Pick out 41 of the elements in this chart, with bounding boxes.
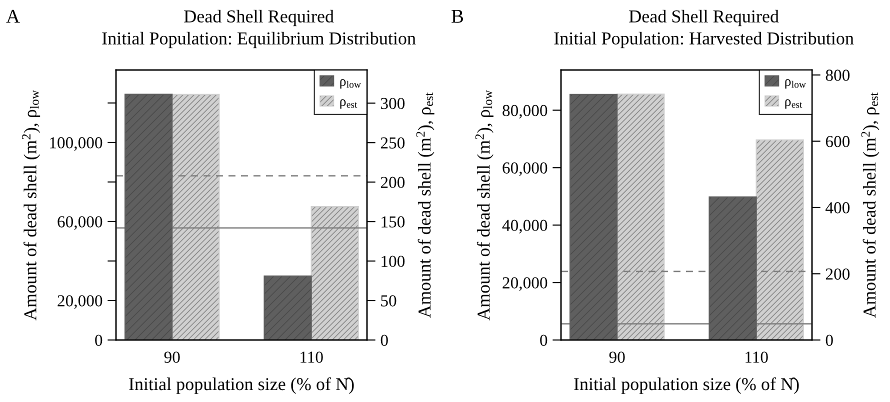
y2-tick-label: 0 [380, 334, 388, 346]
chart-title: Dead Shell Required [184, 10, 334, 26]
y2-tick-label: 200 [380, 176, 405, 188]
y2-axis-title: Amount of dead shell (m$^{2}$), ρ$_{est}$ [861, 92, 880, 318]
y2-tick-label: 100 [382, 256, 405, 267]
y-tick-label: 20,000 [502, 277, 548, 291]
text: B [452, 10, 464, 23]
legend-label: ρ$_{est}$ [785, 99, 802, 109]
chart-title: Dead Shell Required [629, 10, 779, 26]
x-tick-label: 90 [164, 352, 180, 363]
y-tick-label: 40,000 [502, 220, 548, 234]
x-tick-label: 110 [746, 352, 768, 363]
y2-tick-label: 200 [826, 268, 850, 280]
y-tick-label: 100,000 [50, 137, 102, 151]
y-tick-label: 20,000 [58, 295, 102, 309]
chart-subtitle: Initial Population: Harvested Distribution [554, 32, 854, 48]
legend-label: ρ$_{low}$ [785, 79, 806, 89]
y2-tick-label: 600 [826, 136, 850, 148]
y2-axis-title: Amount of dead shell (m$^{2}$), ρ$_{est}$ [416, 92, 434, 318]
x-tick-label: 110 [300, 352, 323, 363]
chart-subtitle: Initial Population: Equilibrium Distribution [102, 32, 416, 48]
y2-tick-label: 300 [380, 98, 405, 110]
y-axis-title: Amount of dead shell (m$^{2}$), ρ$_{low}$ [475, 90, 494, 320]
y-tick-label: 60,000 [502, 162, 548, 176]
y-tick-label: 0 [95, 334, 102, 346]
x-axis-title: Initial population size (% of N̂) [574, 377, 799, 394]
y2-tick-label: 400 [826, 202, 850, 214]
y2-tick-label: 50 [381, 295, 396, 306]
x-tick-label: 90 [609, 352, 625, 363]
legend-label: ρ$_{low}$ [340, 79, 361, 89]
y-axis-title: Amount of dead shell (m$^{2}$), ρ$_{low}$ [22, 90, 40, 320]
x-axis-title: Initial population size (% of N̂) [129, 377, 354, 394]
y2-tick-label: 800 [826, 70, 850, 81]
y2-tick-label: 0 [826, 334, 833, 346]
text: A [6, 10, 20, 23]
y2-tick-label: 150 [382, 216, 405, 228]
y-tick-label: 60,000 [58, 216, 102, 230]
y-tick-label: 80,000 [502, 104, 548, 119]
y2-tick-label: 250 [380, 137, 405, 149]
legend-label: ρ$_{est}$ [340, 99, 358, 109]
y-tick-label: 0 [540, 334, 548, 346]
